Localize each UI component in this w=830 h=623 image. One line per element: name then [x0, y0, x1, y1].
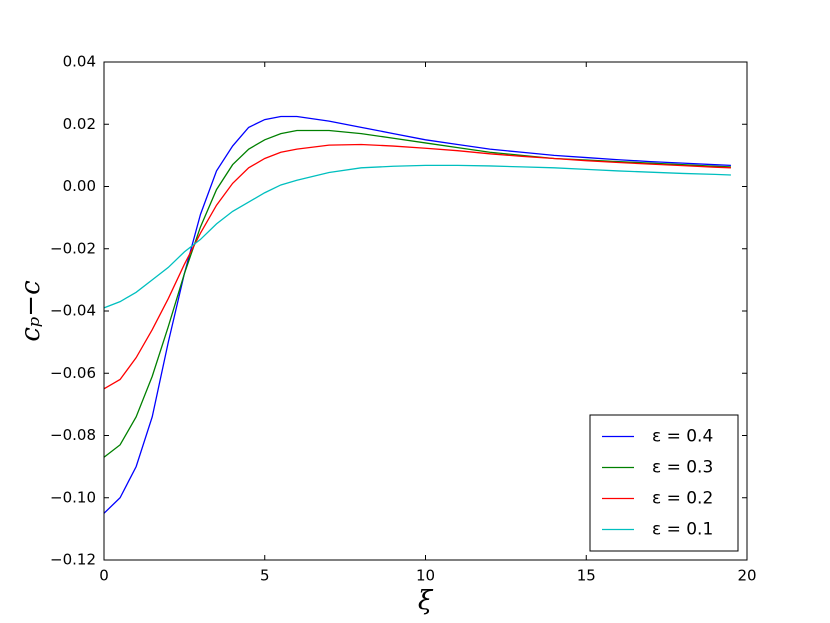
legend-label: ε = 0.1: [652, 520, 713, 540]
x-tick-label: 5: [260, 567, 270, 585]
x-tick-label: 15: [577, 567, 596, 585]
x-tick-label: 0: [99, 567, 109, 585]
y-tick-label: −0.02: [50, 239, 96, 257]
y-tick-label: −0.12: [50, 551, 96, 569]
line: [103, 143, 731, 390]
legend-label: ε = 0.4: [652, 427, 713, 447]
y-tick-label: −0.04: [50, 302, 96, 320]
x-tick-label: 20: [737, 567, 756, 585]
y-tick-label: −0.06: [50, 364, 96, 382]
y-tick-label: −0.08: [50, 426, 96, 444]
y-tick-label: 0.02: [63, 115, 96, 133]
line: [103, 164, 731, 309]
x-tick-label: 10: [416, 567, 435, 585]
legend-box: [589, 414, 739, 552]
y-axis-label: cₚ−c: [16, 280, 46, 342]
line: [103, 115, 731, 514]
y-tick-label: 0.04: [63, 53, 96, 71]
plot-frame: [103, 61, 748, 561]
y-tick-label: −0.10: [50, 488, 96, 506]
line: [103, 129, 731, 458]
x-axis-label: ξ: [418, 586, 434, 616]
legend-label: ε = 0.2: [652, 489, 713, 509]
legend-label: ε = 0.3: [652, 458, 713, 478]
y-tick-label: 0.00: [63, 177, 96, 195]
